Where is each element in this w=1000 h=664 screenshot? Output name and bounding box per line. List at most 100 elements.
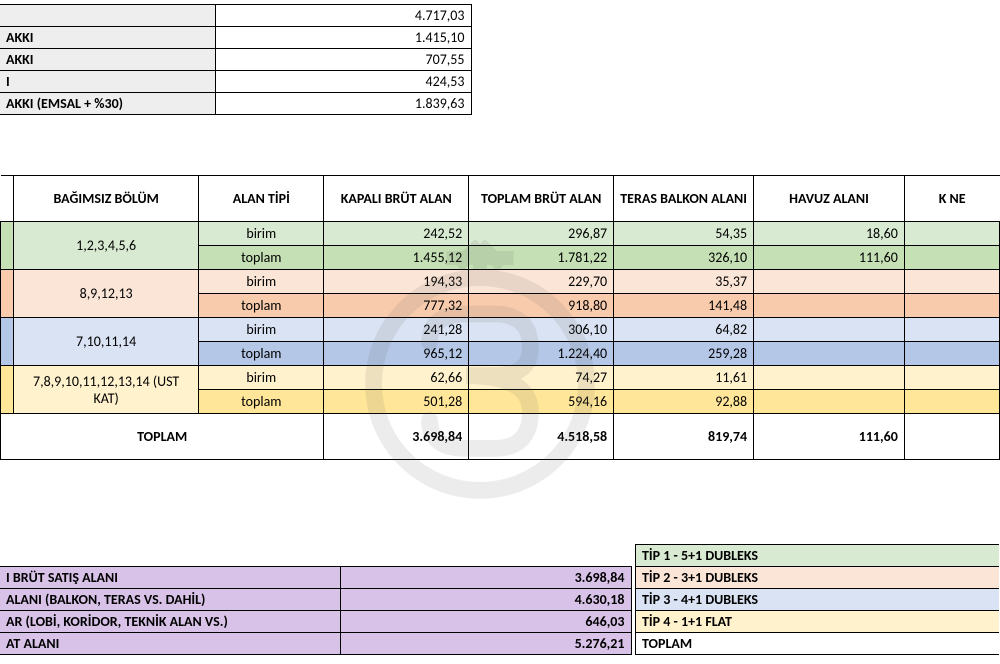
purple-summary-table: I BRÜT SATIŞ ALANI3.698,84 ALANI (BALKON… xyxy=(0,566,632,655)
cell xyxy=(754,318,905,342)
total-cell xyxy=(904,414,999,460)
alan-tipi: birim xyxy=(199,318,324,342)
total-cell: 111,60 xyxy=(754,414,905,460)
top-row-label xyxy=(0,5,215,27)
total-label: TOPLAM xyxy=(1,414,324,460)
total-cell: 3.698,84 xyxy=(324,414,469,460)
cell: 229,70 xyxy=(469,270,614,294)
bagimsiz-cell: 7,8,9,10,11,12,13,14 (UST KAT) xyxy=(14,366,199,414)
cell xyxy=(904,366,999,390)
col-stub xyxy=(1,176,14,222)
cell: 111,60 xyxy=(754,246,905,270)
cell: 296,87 xyxy=(469,222,614,246)
cell xyxy=(904,270,999,294)
legend-row: TİP 4 - 1+1 FLAT xyxy=(636,611,999,633)
bagimsiz-cell: 7,10,11,14 xyxy=(14,318,199,366)
cell: 918,80 xyxy=(469,294,614,318)
alan-tipi: birim xyxy=(199,270,324,294)
group-stub xyxy=(1,270,14,318)
table-row: 1,2,3,4,5,6 birim 242,52 296,87 54,35 18… xyxy=(1,222,1000,246)
col-last: K NE xyxy=(904,176,999,222)
cell: 74,27 xyxy=(469,366,614,390)
table-row: 7,10,11,14 birim 241,28 306,10 64,82 xyxy=(1,318,1000,342)
purple-value: 3.698,84 xyxy=(340,567,631,589)
total-cell: 819,74 xyxy=(614,414,754,460)
cell xyxy=(904,246,999,270)
legend-row: TİP 3 - 4+1 DUBLEKS xyxy=(636,589,999,611)
top-row-label: AKKI (EMSAL + %30) xyxy=(0,93,215,115)
group-stub xyxy=(1,318,14,366)
purple-label: AR (LOBİ, KORİDOR, TEKNİK ALAN VS.) xyxy=(0,611,340,633)
cell: 18,60 xyxy=(754,222,905,246)
cell xyxy=(754,294,905,318)
col-kapali: KAPALI BRÜT ALAN xyxy=(324,176,469,222)
top-row-value: 707,55 xyxy=(215,49,471,71)
header-row: BAĞIMSIZ BÖLÜM ALAN TİPİ KAPALI BRÜT ALA… xyxy=(1,176,1000,222)
legend-row: TİP 2 - 3+1 DUBLEKS xyxy=(636,567,999,589)
col-toplam: TOPLAM BRÜT ALAN xyxy=(469,176,614,222)
alan-tipi: toplam xyxy=(199,390,324,414)
cell xyxy=(904,294,999,318)
cell: 141,48 xyxy=(614,294,754,318)
purple-label: ALANI (BALKON, TERAS VS. DAHİL) xyxy=(0,589,340,611)
table-row: 7,8,9,10,11,12,13,14 (UST KAT) birim 62,… xyxy=(1,366,1000,390)
top-row-label: AKKI xyxy=(0,49,215,71)
total-cell: 4.518,58 xyxy=(469,414,614,460)
col-alantipi: ALAN TİPİ xyxy=(199,176,324,222)
cell xyxy=(754,366,905,390)
cell: 1.224,40 xyxy=(469,342,614,366)
alan-tipi: birim xyxy=(199,222,324,246)
legend-table: TİP 1 - 5+1 DUBLEKS TİP 2 - 3+1 DUBLEKS … xyxy=(635,544,999,655)
purple-value: 646,03 xyxy=(340,611,631,633)
cell xyxy=(904,318,999,342)
col-teras: TERAS BALKON ALANI xyxy=(614,176,754,222)
cell: 242,52 xyxy=(324,222,469,246)
cell xyxy=(904,222,999,246)
cell: 11,61 xyxy=(614,366,754,390)
cell: 965,12 xyxy=(324,342,469,366)
cell: 1.781,22 xyxy=(469,246,614,270)
cell: 1.455,12 xyxy=(324,246,469,270)
legend-row: TİP 1 - 5+1 DUBLEKS xyxy=(636,545,999,567)
group-stub xyxy=(1,366,14,414)
cell xyxy=(754,270,905,294)
cell xyxy=(754,390,905,414)
legend-row: TOPLAM xyxy=(636,633,999,655)
cell: 62,66 xyxy=(324,366,469,390)
alan-tipi: toplam xyxy=(199,246,324,270)
cell: 501,28 xyxy=(324,390,469,414)
cell: 194,33 xyxy=(324,270,469,294)
purple-label: AT ALANI xyxy=(0,633,340,655)
alan-tipi: toplam xyxy=(199,342,324,366)
total-row: TOPLAM 3.698,84 4.518,58 819,74 111,60 xyxy=(1,414,1000,460)
cell xyxy=(754,342,905,366)
cell: 54,35 xyxy=(614,222,754,246)
group-stub xyxy=(1,222,14,270)
cell: 326,10 xyxy=(614,246,754,270)
top-row-value: 1.415,10 xyxy=(215,27,471,49)
cell xyxy=(904,390,999,414)
bagimsiz-cell: 8,9,12,13 xyxy=(14,270,199,318)
alan-tipi: birim xyxy=(199,366,324,390)
top-row-value: 4.717,03 xyxy=(215,5,471,27)
top-row-label: I xyxy=(0,71,215,93)
col-bagimsiz: BAĞIMSIZ BÖLÜM xyxy=(14,176,199,222)
col-havuz: HAVUZ ALANI xyxy=(754,176,905,222)
alan-tipi: toplam xyxy=(199,294,324,318)
cell: 259,28 xyxy=(614,342,754,366)
purple-value: 4.630,18 xyxy=(340,589,631,611)
cell: 594,16 xyxy=(469,390,614,414)
purple-value: 5.276,21 xyxy=(340,633,631,655)
cell xyxy=(904,342,999,366)
cell: 241,28 xyxy=(324,318,469,342)
purple-label: I BRÜT SATIŞ ALANI xyxy=(0,567,340,589)
table-row: 8,9,12,13 birim 194,33 229,70 35,37 xyxy=(1,270,1000,294)
cell: 306,10 xyxy=(469,318,614,342)
top-summary-table: 4.717,03 AKKI1.415,10 AKKI707,55 I424,53… xyxy=(0,4,472,115)
area-table: BAĞIMSIZ BÖLÜM ALAN TİPİ KAPALI BRÜT ALA… xyxy=(0,175,1000,460)
cell: 35,37 xyxy=(614,270,754,294)
top-row-value: 424,53 xyxy=(215,71,471,93)
bagimsiz-cell: 1,2,3,4,5,6 xyxy=(14,222,199,270)
cell: 777,32 xyxy=(324,294,469,318)
cell: 64,82 xyxy=(614,318,754,342)
